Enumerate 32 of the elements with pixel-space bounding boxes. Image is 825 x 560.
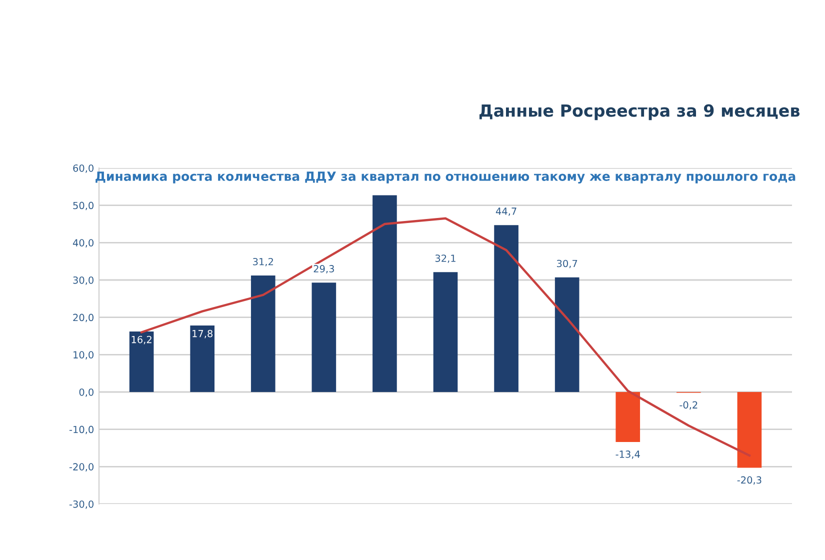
- y-tick-label: 20,0: [73, 314, 94, 322]
- bar: [433, 272, 458, 392]
- y-tick-label: -20,0: [69, 463, 94, 472]
- y-tick-label: -10,0: [69, 426, 94, 434]
- data-label: 29,3: [314, 265, 334, 274]
- data-label: -13,4: [616, 450, 640, 459]
- data-label: 32,1: [435, 254, 456, 263]
- bar: [494, 225, 518, 392]
- data-label: 16,2: [132, 336, 152, 344]
- bar: [129, 332, 154, 392]
- y-tick-label: 30,0: [73, 276, 94, 285]
- chart-title: Данные Росреестра за 9 месяцев: [479, 104, 800, 120]
- data-label: 31,2: [253, 258, 273, 266]
- bar: [312, 282, 336, 392]
- y-tick-label: -30,0: [69, 500, 94, 509]
- bar: [554, 277, 580, 392]
- bar: [250, 276, 276, 392]
- data-label: -20,3: [737, 476, 762, 485]
- bar: [372, 195, 397, 392]
- data-label: 44,7: [496, 208, 516, 216]
- y-tick-label: 60,0: [73, 164, 94, 173]
- data-label: 30,7: [556, 260, 578, 268]
- chart-subtitle: Динамика роста количества ДДУ за квартал по отношению такому же кварталу прошлого года: [96, 172, 796, 184]
- bar: [737, 392, 762, 468]
- data-label: 17,8: [192, 330, 212, 338]
- data-label: -0,2: [680, 401, 698, 410]
- y-tick-label: 50,0: [73, 202, 94, 210]
- bar: [616, 392, 640, 442]
- y-tick-label: 0,0: [79, 388, 94, 397]
- y-tick-label: 10,0: [74, 351, 94, 360]
- y-tick-label: 40,0: [72, 239, 94, 248]
- bar: [190, 326, 214, 392]
